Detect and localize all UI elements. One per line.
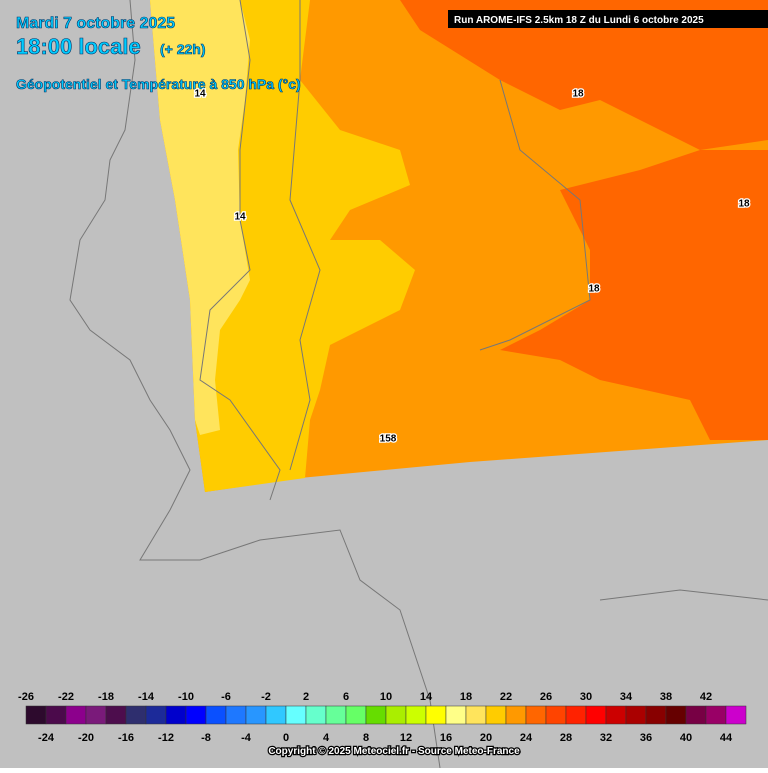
legend-label: 16 <box>440 732 452 744</box>
legend-swatch <box>265 705 287 725</box>
contour-label: 14 <box>234 212 246 223</box>
legend-swatch <box>245 705 267 725</box>
legend-swatch <box>525 705 547 725</box>
legend-label: 30 <box>580 691 592 703</box>
legend-swatch <box>465 705 487 725</box>
legend-swatch <box>205 705 227 725</box>
temperature-field <box>500 150 768 440</box>
legend-swatch <box>85 705 107 725</box>
legend-label: -8 <box>201 732 211 744</box>
legend-swatch <box>405 705 427 725</box>
legend-swatch <box>545 705 567 725</box>
legend-label: 34 <box>620 691 633 703</box>
legend-label: -18 <box>98 691 114 703</box>
legend-label: 14 <box>420 691 433 703</box>
contour-label: 18 <box>738 199 750 210</box>
legend-label: -10 <box>178 691 194 703</box>
legend-swatch <box>645 705 667 725</box>
legend-swatch <box>165 705 187 725</box>
legend-swatch <box>565 705 587 725</box>
legend-label: 4 <box>323 732 330 744</box>
legend-label: -14 <box>138 691 155 703</box>
legend-swatch <box>705 705 727 725</box>
legend-label: -6 <box>221 691 231 703</box>
time: 18:00 locale <box>16 34 141 59</box>
legend-swatch <box>145 705 167 725</box>
contour-label: 158 <box>380 434 397 445</box>
legend-label: 36 <box>640 732 652 744</box>
temperature-field <box>150 0 250 435</box>
legend-swatch <box>325 705 347 725</box>
legend-swatch <box>605 705 627 725</box>
legend-swatch <box>665 705 687 725</box>
legend-swatch <box>65 705 87 725</box>
legend-label: 44 <box>720 732 733 744</box>
legend-swatch <box>725 705 747 725</box>
legend-label: -4 <box>241 732 252 744</box>
legend-swatch <box>345 705 367 725</box>
legend-swatch <box>305 705 327 725</box>
legend-swatch <box>685 705 707 725</box>
legend-swatch <box>185 705 207 725</box>
legend-swatch <box>425 705 447 725</box>
run-box <box>448 10 768 28</box>
legend-swatch <box>485 705 507 725</box>
legend-label: 18 <box>460 691 472 703</box>
legend-label: 28 <box>560 732 572 744</box>
legend-swatch <box>445 705 467 725</box>
run-info: Run AROME-IFS 2.5km 18 Z du Lundi 6 octo… <box>454 15 704 26</box>
legend-label: 6 <box>343 691 349 703</box>
legend-label: 0 <box>283 732 289 744</box>
legend-swatch <box>125 705 147 725</box>
legend-label: 20 <box>480 732 492 744</box>
legend-label: 10 <box>380 691 392 703</box>
legend-swatch <box>505 705 527 725</box>
legend-label: -12 <box>158 732 174 744</box>
legend-label: 24 <box>520 732 533 744</box>
legend-label: -20 <box>78 732 94 744</box>
legend-label: 22 <box>500 691 512 703</box>
product: Géopotentiel et Température à 850 hPa (°… <box>16 76 301 92</box>
borders <box>69 0 768 769</box>
date: Mardi 7 octobre 2025 <box>16 15 175 32</box>
legend-label: 42 <box>700 691 712 703</box>
copyright: Copyright © 2025 Meteociel.fr - Source M… <box>268 746 520 757</box>
legend-label: -22 <box>58 691 74 703</box>
legend-swatch <box>625 705 647 725</box>
legend-swatch <box>585 705 607 725</box>
legend-swatch <box>285 705 307 725</box>
legend-label: -26 <box>18 691 34 703</box>
legend-swatch <box>385 705 407 725</box>
legend-label: 32 <box>600 732 612 744</box>
temperature-field <box>400 0 768 150</box>
legend-label: 2 <box>303 691 309 703</box>
legend-label: 12 <box>400 732 412 744</box>
legend-swatch <box>105 705 127 725</box>
contour-label: 14 <box>194 89 206 100</box>
legend-label: 38 <box>660 691 672 703</box>
legend-label: -16 <box>118 732 134 744</box>
contour-label: 18 <box>572 89 584 100</box>
lead-time: (+ 22h) <box>160 41 206 57</box>
legend-label: -24 <box>38 732 55 744</box>
legend-swatch <box>45 705 67 725</box>
legend-swatch <box>225 705 247 725</box>
legend-label: 40 <box>680 732 692 744</box>
legend-swatch <box>365 705 387 725</box>
legend-label: 26 <box>540 691 552 703</box>
contour-label: 18 <box>588 284 600 295</box>
legend-swatch <box>25 705 47 725</box>
legend-label: 8 <box>363 732 369 744</box>
legend-label: -2 <box>261 691 271 703</box>
